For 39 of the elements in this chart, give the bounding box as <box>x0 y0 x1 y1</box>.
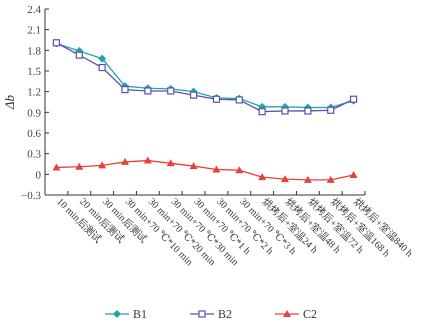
point <box>281 107 289 115</box>
y-tick-label: −0.3 <box>21 190 42 202</box>
point <box>144 156 152 164</box>
point <box>167 87 174 95</box>
point <box>144 87 152 95</box>
y-axis-title: Δb <box>2 94 17 110</box>
point <box>281 175 289 182</box>
point <box>190 162 198 170</box>
y-tick-label: 0.6 <box>27 128 42 140</box>
point <box>52 163 60 170</box>
point <box>121 86 129 94</box>
y-tick-label: 1.5 <box>27 66 42 78</box>
point <box>98 64 106 72</box>
legend-label: C2 <box>303 307 318 321</box>
legend-label: B2 <box>218 307 232 321</box>
point <box>76 52 83 59</box>
point <box>121 158 129 165</box>
y-tick-label: 0 <box>36 169 42 182</box>
y-tick-label: 1.2 <box>27 86 41 99</box>
point <box>166 159 175 166</box>
y-tick-label: 1.8 <box>27 45 42 58</box>
point <box>258 108 266 116</box>
point <box>235 166 244 174</box>
point <box>98 161 106 168</box>
point <box>304 107 312 115</box>
point <box>75 162 84 170</box>
point <box>258 173 266 180</box>
point <box>326 176 335 183</box>
point <box>350 171 358 178</box>
point <box>98 54 106 63</box>
point <box>212 166 220 173</box>
point <box>190 92 198 99</box>
y-tick-label: 0.9 <box>27 107 42 120</box>
y-tick-label: 0.3 <box>27 148 42 161</box>
y-tick-label: 2.1 <box>27 24 41 37</box>
y-tick-label: 2.4 <box>27 4 42 16</box>
legend-label: B1 <box>133 307 148 321</box>
point <box>304 176 312 183</box>
point <box>327 106 334 114</box>
